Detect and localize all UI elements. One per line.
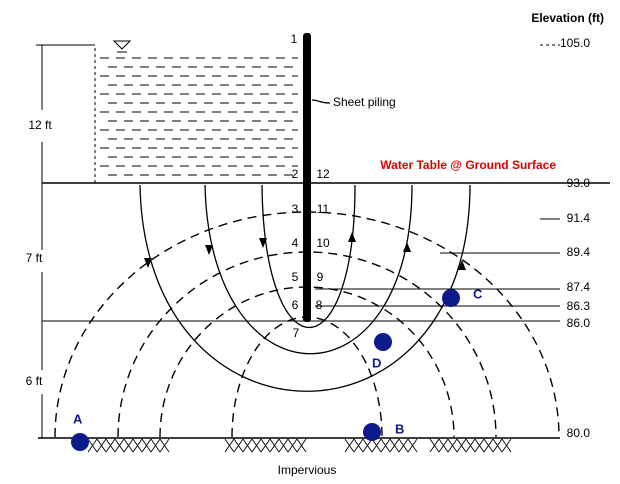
water-table-label: Water Table @ Ground Surface (380, 158, 556, 172)
hatch-line (407, 438, 418, 453)
equipotential-number: 12 (316, 167, 330, 181)
arrow (348, 232, 356, 242)
sheet-piling-label: Sheet piling (333, 95, 396, 109)
hatch-line (465, 438, 476, 453)
point-label: A (73, 411, 83, 426)
hatch-line (242, 438, 253, 453)
hatch-line (362, 438, 373, 453)
elevation-label: 80.0 (567, 426, 591, 440)
elevation-label: 105.0 (560, 36, 590, 50)
hatch-line (296, 438, 307, 453)
hatch-line (251, 438, 262, 453)
point-marker (374, 333, 392, 351)
hatch-line (474, 438, 485, 453)
equipotential-numbers: 1 2 3 4 5 6 7 8 9 10 11 12 (291, 32, 330, 340)
point-label: D (372, 355, 381, 370)
dimension-lines (36, 44, 95, 438)
hatch-line (105, 438, 116, 453)
hatch-line (123, 438, 134, 453)
hatch-line (344, 438, 355, 453)
hatch-line (269, 438, 280, 453)
equipotential-number: 8 (316, 298, 323, 312)
impervious-hatch (87, 438, 512, 453)
hatch-line (389, 438, 400, 453)
equipotential-number: 1 (291, 32, 298, 46)
hatch-line (447, 438, 458, 453)
equipotential-number: 2 (292, 167, 299, 181)
flow-line (261, 184, 356, 329)
hatch-line (224, 438, 235, 453)
elevation-label: 86.3 (567, 299, 591, 313)
equipotential-line (54, 211, 560, 438)
equipotential-number: 6 (292, 298, 299, 312)
hatch-line (398, 438, 409, 453)
impervious-label: Impervious (278, 463, 337, 477)
dimension-label: 6 ft (26, 374, 43, 388)
elevation-label: 87.4 (567, 280, 591, 294)
hatch-line (501, 438, 512, 453)
hatch-line (159, 438, 170, 453)
point-marker (71, 433, 89, 451)
arrow (458, 260, 466, 270)
water-body (100, 57, 298, 176)
hatch-line (429, 438, 440, 453)
hatch-line (87, 438, 98, 453)
hatch-line (287, 438, 298, 453)
flow-line (204, 184, 413, 355)
equipotential-number: 3 (292, 202, 299, 216)
hatch-line (492, 438, 503, 453)
arrow (259, 238, 267, 248)
equipotential-number: 4 (292, 236, 299, 250)
equipotential-number: 11 (317, 202, 330, 216)
hatch-line (371, 438, 382, 453)
arrow (144, 258, 152, 268)
dimension-label: 12 ft (28, 118, 52, 132)
equipotential-number: 10 (316, 236, 330, 250)
flow-arrows (144, 232, 466, 270)
arrow (403, 242, 411, 252)
dimension-label: 7 ft (26, 251, 43, 265)
arrow (205, 245, 213, 255)
water-symbol (112, 40, 132, 50)
hatch-line (150, 438, 161, 453)
elevation-label: 93.0 (567, 176, 591, 190)
equipotential-number: 9 (317, 270, 324, 284)
hatch-line (260, 438, 271, 453)
hatch-line (132, 438, 143, 453)
point-marker (442, 289, 460, 307)
equipotential-number: 5 (292, 270, 299, 284)
point-marker (363, 423, 381, 441)
hatch-line (114, 438, 125, 453)
hatch-line (141, 438, 152, 453)
hatch-line (438, 438, 449, 453)
hatch-line (278, 438, 289, 453)
sheet-pile (303, 33, 311, 322)
hatch-line (353, 438, 364, 453)
point-label: C (473, 286, 483, 301)
hatch-line (233, 438, 244, 453)
elevation-title: Elevation (ft) (531, 11, 604, 25)
equipotential-number: 7 (293, 326, 300, 340)
hatch-line (96, 438, 107, 453)
leader-line (311, 99, 331, 104)
point-label: B (395, 421, 404, 436)
flow-line (139, 184, 471, 392)
hatch-line (456, 438, 467, 453)
hatch-line (483, 438, 494, 453)
elevation-label: 86.0 (567, 316, 591, 330)
elevation-label: 89.4 (567, 245, 591, 259)
hatch-line (380, 438, 391, 453)
elevation-label: 91.4 (567, 211, 591, 225)
